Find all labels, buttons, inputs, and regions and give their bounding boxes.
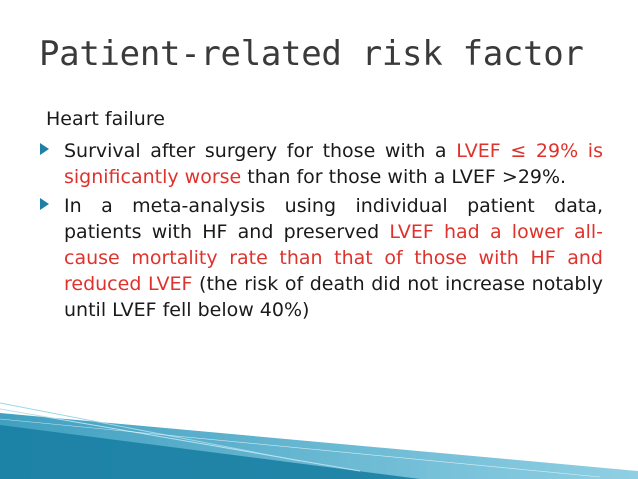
- bullet-text: than for those with a LVEF >29%.: [241, 166, 567, 188]
- corner-wave-decoration: [0, 402, 638, 479]
- highlighted-text: LVEF had a lower all-cause mortality rat…: [64, 221, 603, 295]
- triangle-bullet-icon: [40, 143, 49, 155]
- bullet-item-survival: Survival after surgery for those with a …: [38, 138, 603, 190]
- bullet-item-meta-analysis: In a meta-analysis using individual pati…: [38, 193, 603, 323]
- highlighted-text: LVEF ≤ 29% is significantly worse: [64, 140, 603, 188]
- slide-title: Patient-related risk factor: [39, 34, 584, 74]
- bullet-text: Survival after surgery for those with a: [64, 140, 457, 162]
- bullet-list: Survival after surgery for those with a …: [38, 138, 603, 326]
- section-heading: Heart failure: [46, 108, 165, 130]
- bullet-text: In a meta-analysis using individual pati…: [64, 195, 603, 243]
- triangle-bullet-icon: [40, 198, 49, 210]
- bullet-text: (the risk of death did not increase nota…: [64, 273, 603, 321]
